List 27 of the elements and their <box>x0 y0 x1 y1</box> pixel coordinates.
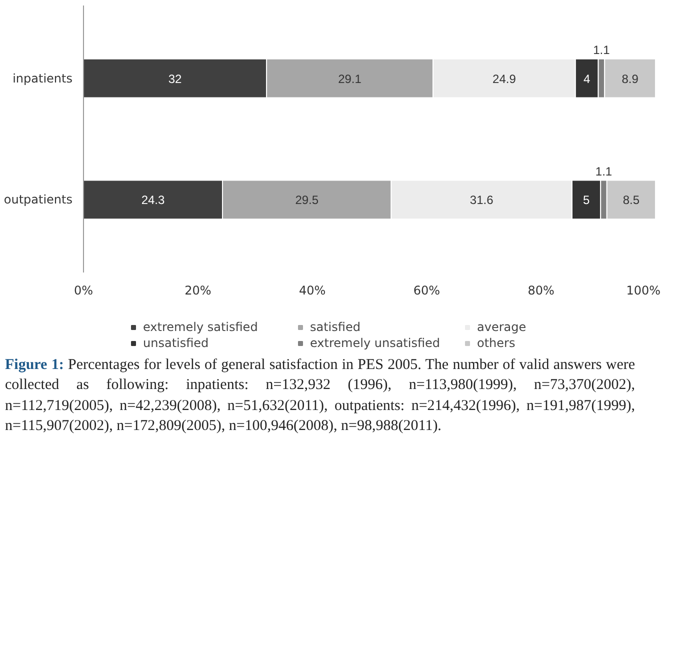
data-label: 32 <box>168 72 182 86</box>
data-label: 4 <box>584 72 591 86</box>
legend-label: extremely unsatisfied <box>310 336 442 350</box>
x-tick-label: 100% <box>626 284 661 298</box>
data-label: 5 <box>582 193 590 208</box>
data-label: 29.5 <box>295 193 319 208</box>
x-tick-label: 40% <box>298 284 326 298</box>
data-label: 29.1 <box>338 72 362 86</box>
y-tick-label: inpatients <box>12 71 73 86</box>
legend-label: average <box>477 320 528 334</box>
data-label: 24.9 <box>492 72 516 86</box>
x-tick-label: 20% <box>184 284 212 298</box>
caption: Figure 1: Percentages for levels of general satisfaction in PES 2005. The number of valid answers were collected as following: inpatients: n=132,932 (1996), n=113,980(1999), n=73,370(2002), n=112,719(2005), n=42,239(2008), n=51,632(2011), outpatients: n=214,432(1996), n=191,987(1999), n=115,907(2002), n=172,809(2005), n=100,946(2008), n=98,988(2011). <box>5 356 636 436</box>
legend-label: satisfied <box>310 320 362 334</box>
y-tick-label: outpatients <box>4 192 72 207</box>
data-label: 31.6 <box>470 193 494 208</box>
legend-label: others <box>477 336 516 350</box>
legend-label: unsatisfied <box>143 336 210 350</box>
data-label: 24.3 <box>141 193 165 208</box>
x-tick-label: 60% <box>413 284 440 298</box>
data-label: 1.1 <box>595 164 612 178</box>
x-tick-label: 80% <box>528 284 554 298</box>
legend-label: extremely satisfied <box>143 320 259 334</box>
x-tick-label: 0% <box>74 284 94 298</box>
data-label: 1.1 <box>593 43 610 58</box>
data-label: 8.9 <box>622 72 639 86</box>
data-label: 8.5 <box>622 193 640 208</box>
